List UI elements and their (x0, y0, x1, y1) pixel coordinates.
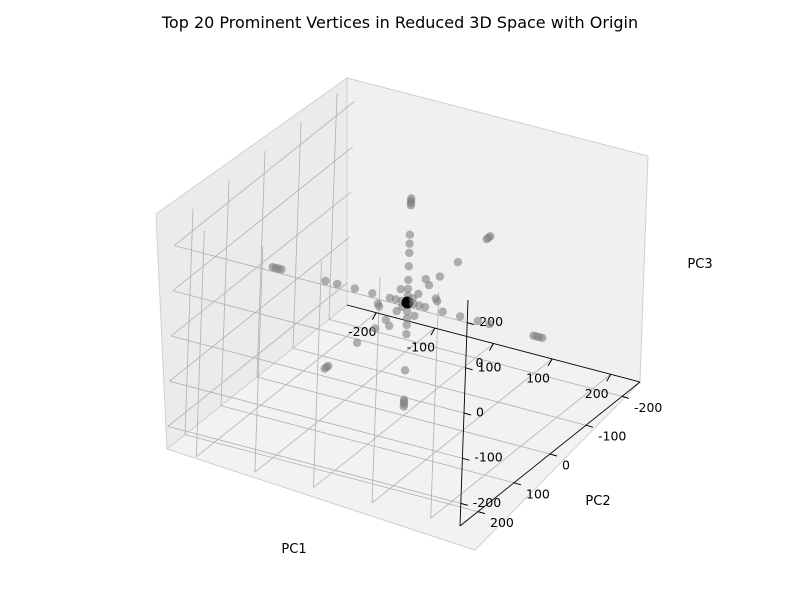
x-axis-line (346, 304, 641, 383)
tick-mark-z (463, 412, 472, 416)
gridline-z-back (172, 290, 466, 369)
gridline-y-floor (220, 405, 515, 484)
vertex-point (485, 319, 494, 329)
tick-label-x: 100 (526, 370, 550, 385)
tick-label-y: 200 (490, 515, 514, 530)
vertex-point (352, 338, 362, 347)
vertex-point (404, 275, 413, 285)
tick-label-x: -100 (407, 340, 435, 355)
vertex-point (396, 285, 405, 294)
vertex-point (333, 279, 342, 289)
tick-mark-y (549, 453, 558, 457)
vertex-point (406, 201, 416, 210)
tick-label-y: 100 (526, 486, 550, 501)
tick-mark-y (513, 482, 522, 486)
gridline-z-left (173, 101, 355, 246)
tick-mark-z (467, 322, 475, 326)
grid-lines (167, 93, 623, 519)
chart-title: Top 20 Prominent Vertices in Reduced 3D … (161, 13, 638, 32)
gridline-z-back (174, 245, 468, 323)
x-axis-label: PC1 (281, 542, 306, 557)
gridline-z-left (167, 282, 349, 427)
vertex-point (373, 299, 383, 308)
vertex-point (414, 289, 423, 299)
tick-label-x: -200 (348, 324, 376, 339)
tick-label-y: 0 (562, 458, 570, 473)
gridline-y-floor (328, 319, 623, 397)
vertex-point (453, 258, 463, 267)
z-axis-line (459, 299, 469, 527)
vertex-point (403, 307, 412, 316)
vertex-point (486, 232, 495, 241)
gridline-z-left (170, 191, 352, 337)
vertex-point (399, 395, 409, 404)
tick-label-z: -100 (474, 450, 502, 465)
vertex-point (400, 366, 410, 375)
vertex-point (405, 230, 415, 239)
vertex-point (431, 294, 441, 303)
vertex-point (321, 276, 330, 286)
vertex-point (350, 284, 359, 293)
tick-label-z: 0 (476, 405, 484, 420)
vertex-point (277, 265, 286, 274)
gridline-z-back (167, 426, 461, 504)
tick-mark-x (489, 343, 494, 351)
vertex-point (402, 329, 411, 339)
gridline-z-left (169, 236, 350, 382)
vertex-point (403, 284, 413, 294)
z-axis-label: PC3 (687, 257, 712, 272)
vertex-point (424, 281, 434, 290)
vertex-point (370, 324, 380, 333)
vertex-point (456, 312, 465, 321)
scatter-points (268, 194, 547, 411)
tick-label-x: 200 (585, 386, 609, 401)
tick-mark-x (606, 374, 612, 382)
gridline-z-back (170, 335, 465, 414)
tick-mark-x (371, 312, 377, 320)
vertex-point (405, 239, 414, 248)
gridline-y-floor (184, 434, 479, 512)
gridline-z-left (172, 146, 353, 292)
vertex-point (435, 272, 445, 281)
y-axis-line (459, 381, 641, 527)
tick-mark-y (621, 395, 630, 399)
tick-mark-y (477, 511, 486, 515)
gridline-y-floor (256, 376, 551, 455)
tick-mark-x (547, 358, 553, 367)
tick-mark-x (430, 327, 436, 336)
vertex-point (473, 316, 482, 326)
tick-label-x: 0 (476, 355, 484, 370)
tick-label-y: -100 (598, 429, 626, 444)
vertex-point (402, 320, 411, 330)
tick-label-y: -200 (634, 400, 662, 415)
vertex-point (324, 361, 333, 371)
vertex-point (402, 314, 412, 323)
gridline-y-floor (292, 347, 587, 426)
axis-lines (346, 299, 641, 527)
vertex-point (368, 289, 377, 298)
vertex-point (404, 262, 413, 271)
tick-label-z: -200 (473, 495, 501, 510)
tick-mark-z (465, 367, 473, 371)
vertex-point (538, 333, 547, 343)
vertex-point (385, 321, 394, 331)
vertex-point (420, 302, 430, 312)
tick-mark-y (585, 424, 594, 428)
vertex-point (405, 248, 414, 257)
tick-mark-z (462, 457, 470, 461)
vertex-point (438, 307, 447, 316)
tick-mark-z (460, 502, 468, 506)
vertex-point (410, 311, 419, 320)
gridline-z-back (169, 380, 463, 459)
y-axis-label: PC2 (585, 494, 610, 509)
tick-label-z: 100 (478, 359, 502, 374)
